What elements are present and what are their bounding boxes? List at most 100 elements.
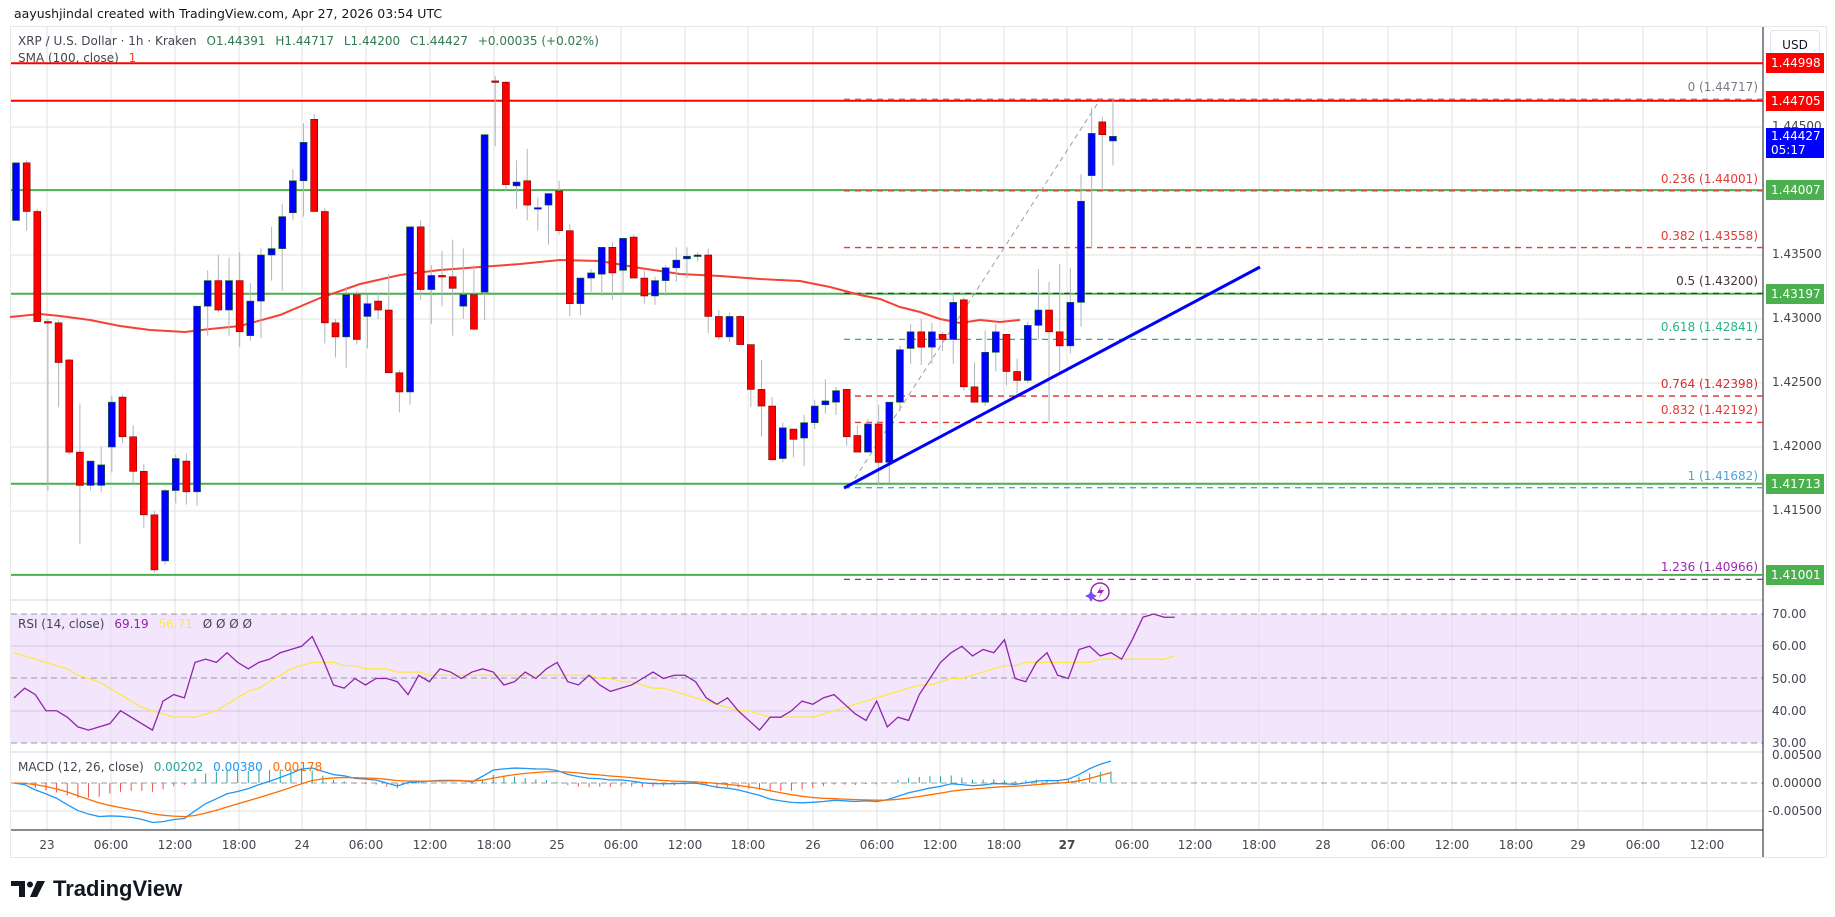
candle-up: [299, 142, 308, 182]
price-tag: 1.44007: [1766, 180, 1824, 201]
fibonacci-level-label: 0.618 (1.42841): [1660, 320, 1758, 335]
candle-down: [917, 331, 926, 348]
candle-countdown: 05:17: [1771, 143, 1806, 157]
time-tick: 12:00: [922, 838, 958, 852]
rsi-tick-40: 40.00: [1772, 704, 1807, 718]
rsi-ma-line: [13, 652, 1176, 718]
time-tick: 24: [294, 838, 310, 852]
candle-up: [821, 400, 830, 406]
price-tick: 1.42500: [1772, 375, 1822, 389]
candle-down: [555, 190, 563, 231]
candle-down: [310, 119, 319, 212]
candle-down: [22, 162, 31, 212]
ohlc-open: O1.44391: [206, 34, 266, 48]
candle-down: [374, 300, 382, 311]
price-tick: 1.43500: [1772, 247, 1822, 261]
candle-up: [981, 351, 989, 403]
candle-down: [608, 247, 617, 274]
candle-up: [725, 316, 734, 338]
candle-down: [565, 230, 574, 304]
macd-tick-neg: -0.00500: [1768, 804, 1822, 818]
candle-up: [534, 207, 542, 210]
candle-up: [619, 238, 627, 271]
macd-label[interactable]: MACD (12, 26, close): [18, 760, 144, 774]
candle-down: [502, 81, 510, 185]
candle-up: [171, 458, 180, 491]
candle-down: [33, 211, 42, 322]
price-tag: 1.41713: [1766, 473, 1824, 494]
macd-hist-value: 0.00202: [153, 760, 204, 774]
time-tick: 12:00: [1177, 838, 1213, 852]
time-tick: 06:00: [348, 838, 384, 852]
candle-up: [406, 226, 414, 393]
tradingview-logo[interactable]: TradingView: [11, 876, 182, 902]
candle-down: [523, 180, 532, 206]
candle-down: [747, 344, 755, 390]
candle-up: [267, 248, 276, 256]
symbol-legend[interactable]: XRP / U.S. Dollar · 1h · Kraken O1.44391…: [18, 34, 605, 48]
candle-up: [1066, 302, 1075, 347]
symbol-name[interactable]: XRP / U.S. Dollar · 1h · Kraken: [18, 34, 197, 48]
trendline: [843, 265, 1261, 490]
candle-up: [651, 280, 659, 297]
rsi-tick-60: 60.00: [1772, 639, 1807, 653]
candle-down: [182, 460, 191, 493]
macd-legend[interactable]: MACD (12, 26, close) 0.00202 0.00380 0.0…: [18, 760, 328, 774]
sma-label[interactable]: SMA (100, close): [18, 51, 119, 65]
candle-down: [768, 405, 776, 461]
macd-tick-pos: 0.00500: [1772, 748, 1822, 762]
rsi-extras: Ø Ø Ø Ø: [202, 617, 252, 631]
candle-up: [1109, 136, 1117, 142]
candle-down: [1045, 309, 1053, 333]
candle-up: [278, 216, 287, 249]
fibonacci-level-label: 0.236 (1.44001): [1660, 171, 1758, 186]
candle-down: [853, 435, 862, 453]
candle-up: [800, 422, 808, 439]
candle-down: [140, 471, 148, 516]
candle-up: [1034, 309, 1043, 326]
candle-up: [225, 280, 233, 311]
time-tick: 23: [39, 838, 55, 852]
candle-down: [352, 294, 361, 340]
ohlc-high: H1.44717: [275, 34, 335, 48]
candle-up: [1077, 200, 1085, 303]
rsi-label[interactable]: RSI (14, close): [18, 617, 105, 631]
time-tick: 18:00: [1241, 838, 1277, 852]
candle-up: [832, 390, 840, 403]
macd-signal-line: [13, 770, 1112, 818]
time-tick: 18:00: [730, 838, 766, 852]
price-tick: 1.43000: [1772, 311, 1822, 325]
candle-down: [129, 436, 137, 472]
time-tick: 18:00: [476, 838, 512, 852]
time-tick: 06:00: [1370, 838, 1406, 852]
candle-up: [427, 275, 436, 290]
candle-down: [960, 299, 968, 388]
candle-down: [970, 386, 979, 403]
candle-up: [896, 349, 904, 403]
candle-down: [331, 322, 340, 338]
candle-up: [906, 331, 915, 349]
lightning-icon: [1097, 585, 1104, 599]
candle-up: [587, 272, 595, 279]
candle-up: [86, 460, 95, 486]
rsi-line: [13, 613, 1175, 732]
time-tick: 06:00: [1625, 838, 1661, 852]
time-tick: 06:00: [859, 838, 895, 852]
candle-up: [544, 193, 553, 206]
candle-down: [874, 423, 883, 463]
candle-down: [640, 277, 649, 297]
time-tick: 12:00: [667, 838, 703, 852]
rsi-tick-50: 50.00: [1772, 672, 1807, 686]
candle-down: [470, 294, 478, 330]
rsi-legend[interactable]: RSI (14, close) 69.19 56.71 Ø Ø Ø Ø: [18, 617, 258, 631]
rsi-tick-30: 30.00: [1772, 736, 1807, 750]
time-tick: 18:00: [221, 838, 257, 852]
price-tick: 1.41500: [1772, 503, 1822, 517]
time-tick: 12:00: [412, 838, 448, 852]
candle-down: [416, 226, 425, 290]
candle-up: [661, 267, 670, 281]
sma-legend[interactable]: SMA (100, close) 1: [18, 51, 142, 65]
macd-value: 0.00380: [213, 760, 263, 774]
candle-down: [118, 396, 127, 438]
